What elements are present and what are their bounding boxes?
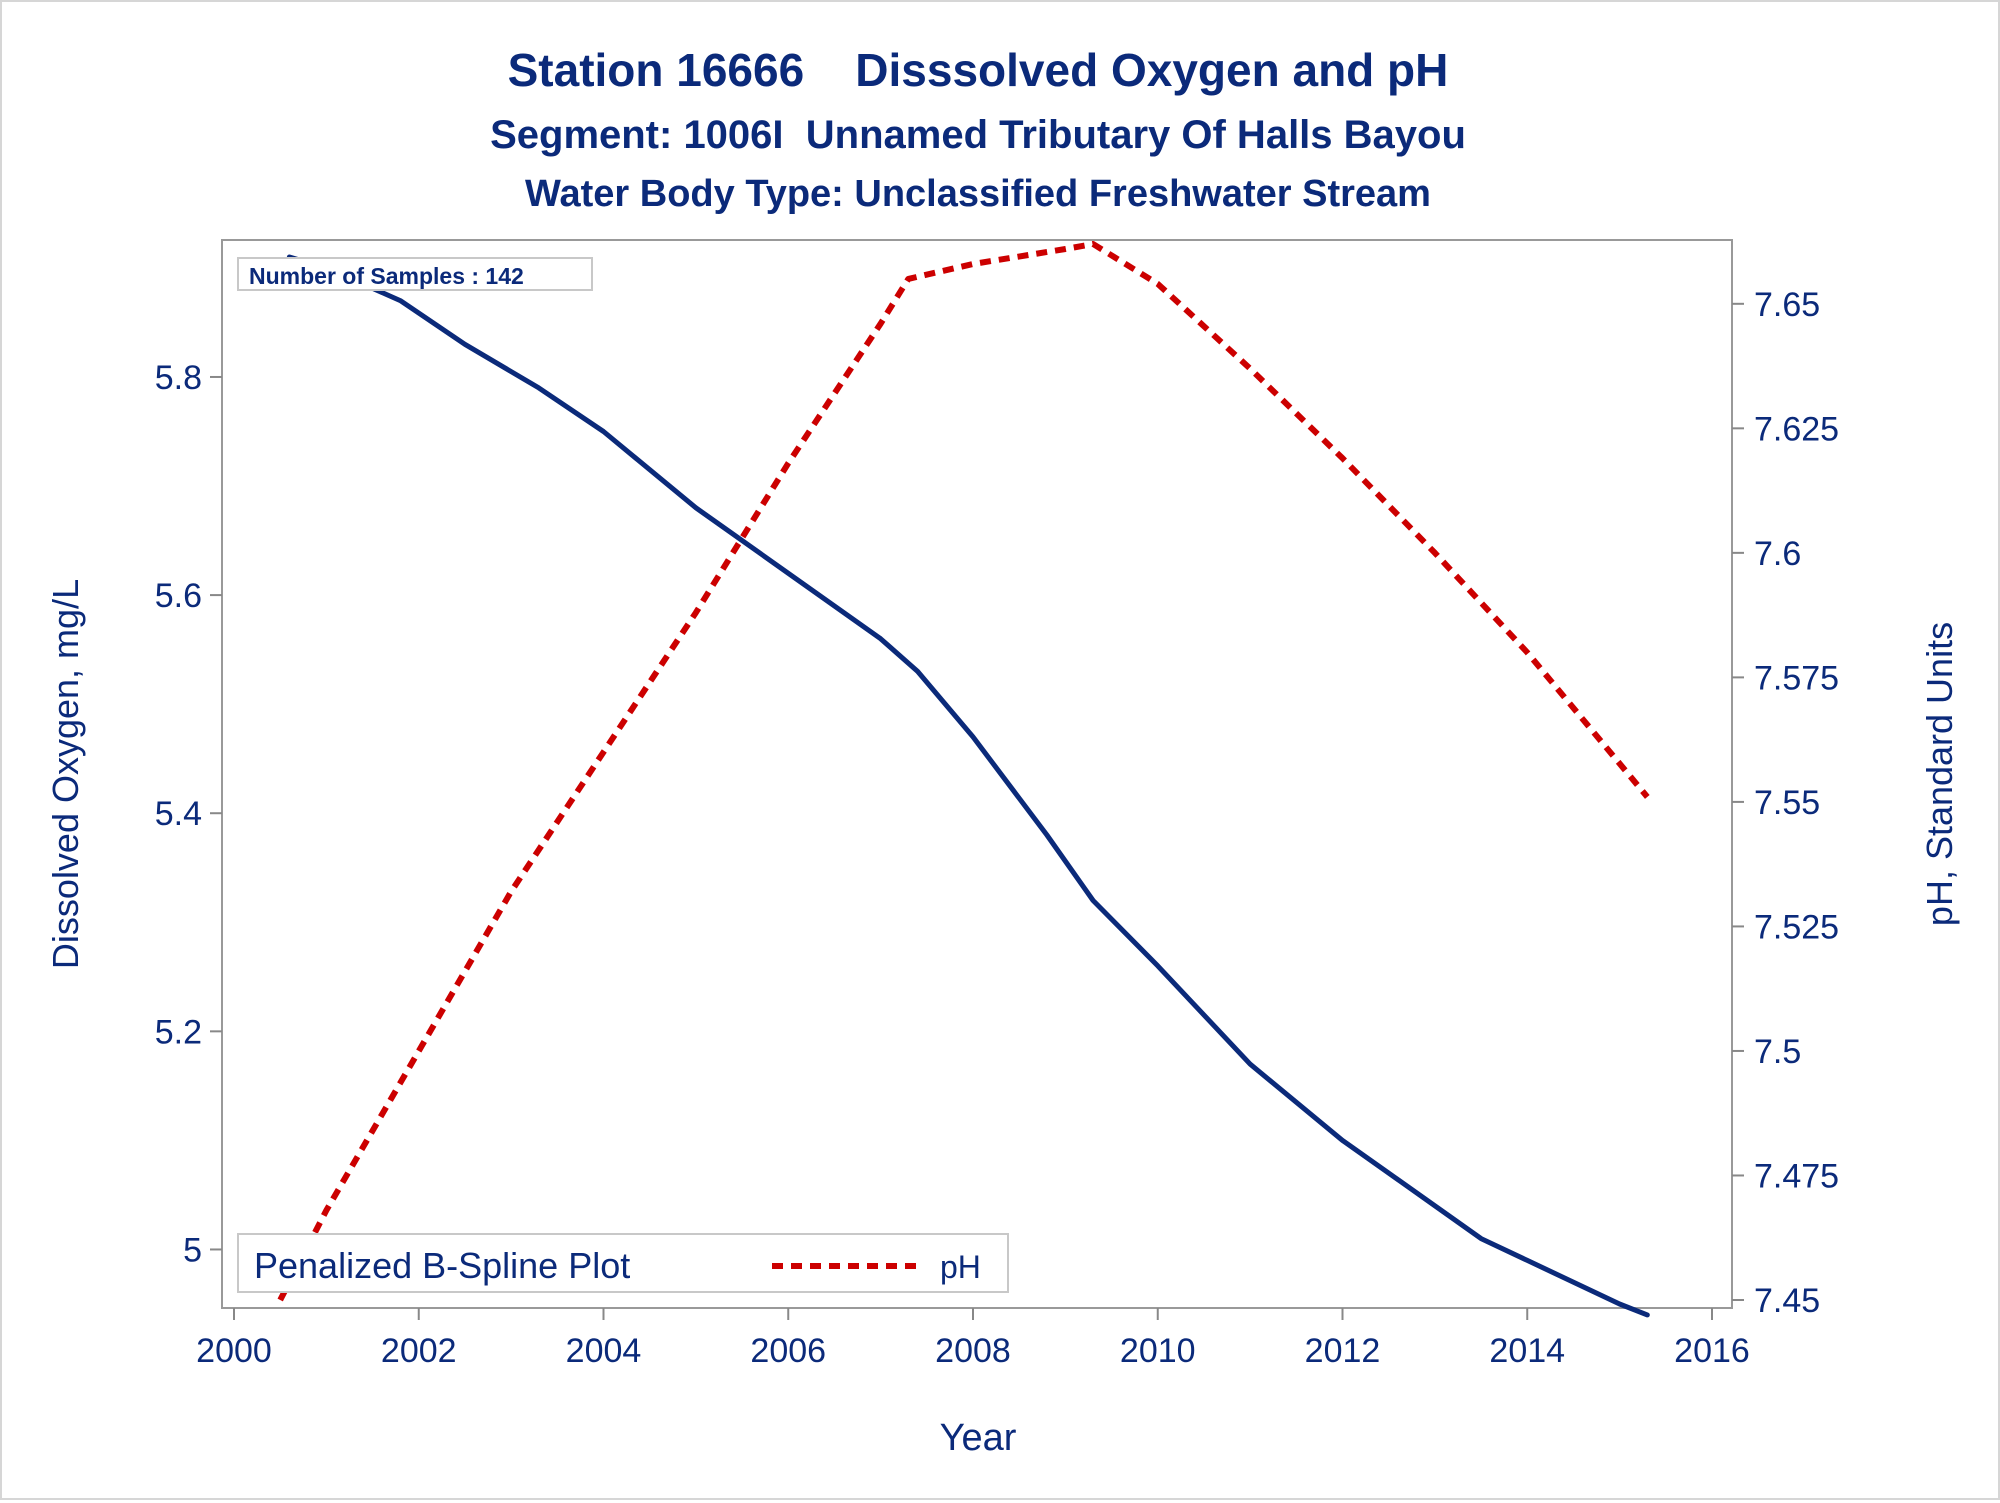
legend-box [237,1233,1009,1293]
y2-axis-label: pH, Standard Units [1919,622,1960,926]
chart-title: Station 16666 Disssolved Oxygen and pH [508,44,1449,96]
ph-series-line [277,241,1650,1302]
x-tick-label: 2002 [381,1332,457,1370]
y-tick-label: 5.6 [155,577,202,615]
y2-tick-label: 7.45 [1754,1282,1820,1320]
x-tick-label: 2014 [1489,1332,1565,1370]
y2-tick-label: 7.55 [1754,784,1820,822]
x-axis: 2000 2002 2004 2006 2008 2010 2012 2014 2016 [196,1308,1750,1370]
dissolved-oxygen-series-line [286,254,1650,1318]
sample-count-annotation: Number of Samples : 142 [237,257,593,291]
legend-title: Penalized B-Spline Plot [254,1245,630,1286]
annotation-text: Number of Samples : 142 [249,263,524,289]
y2-tick-label: 7.625 [1754,410,1839,448]
y-tick-label: 5.8 [155,359,202,397]
y2-tick-label: 7.5 [1754,1033,1801,1071]
y2-tick-label: 7.6 [1754,535,1801,573]
x-tick-label: 2016 [1674,1332,1750,1370]
y-axis-right: 7.45 7.475 7.5 7.525 7.55 7.575 7.6 7.625 7.65 [1732,286,1839,1320]
y2-tick-label: 7.575 [1754,659,1839,697]
x-tick-label: 2006 [750,1332,826,1370]
y2-tick-label: 7.525 [1754,908,1839,946]
plot-area [221,239,1733,1309]
annotation-box [237,257,593,291]
y-tick-label: 5.4 [155,795,202,833]
y-axis-label: Dissolved Oxygen, mg/L [45,579,86,969]
x-tick-label: 2008 [935,1332,1011,1370]
y-tick-label: 5.2 [155,1013,202,1051]
y2-tick-label: 7.65 [1754,286,1820,324]
legend: Penalized B-Spline Plot pH [237,1233,1009,1293]
legend-entry-ph: pH [940,1249,981,1285]
y-tick-label: 5 [183,1231,202,1269]
x-axis-label: Year [940,1417,1017,1459]
series-layer [277,241,1650,1318]
x-tick-label: 2012 [1305,1332,1381,1370]
y2-tick-label: 7.475 [1754,1157,1839,1195]
y-axis-left: 5 5.2 5.4 5.6 5.8 [155,359,222,1269]
chart-subtitle-2: Water Body Type: Unclassified Freshwater… [525,173,1431,215]
x-tick-label: 2004 [566,1332,642,1370]
x-tick-label: 2000 [196,1332,272,1370]
x-tick-label: 2010 [1120,1332,1196,1370]
chart-subtitle: Segment: 1006I Unnamed Tributary Of Hall… [490,113,1466,157]
